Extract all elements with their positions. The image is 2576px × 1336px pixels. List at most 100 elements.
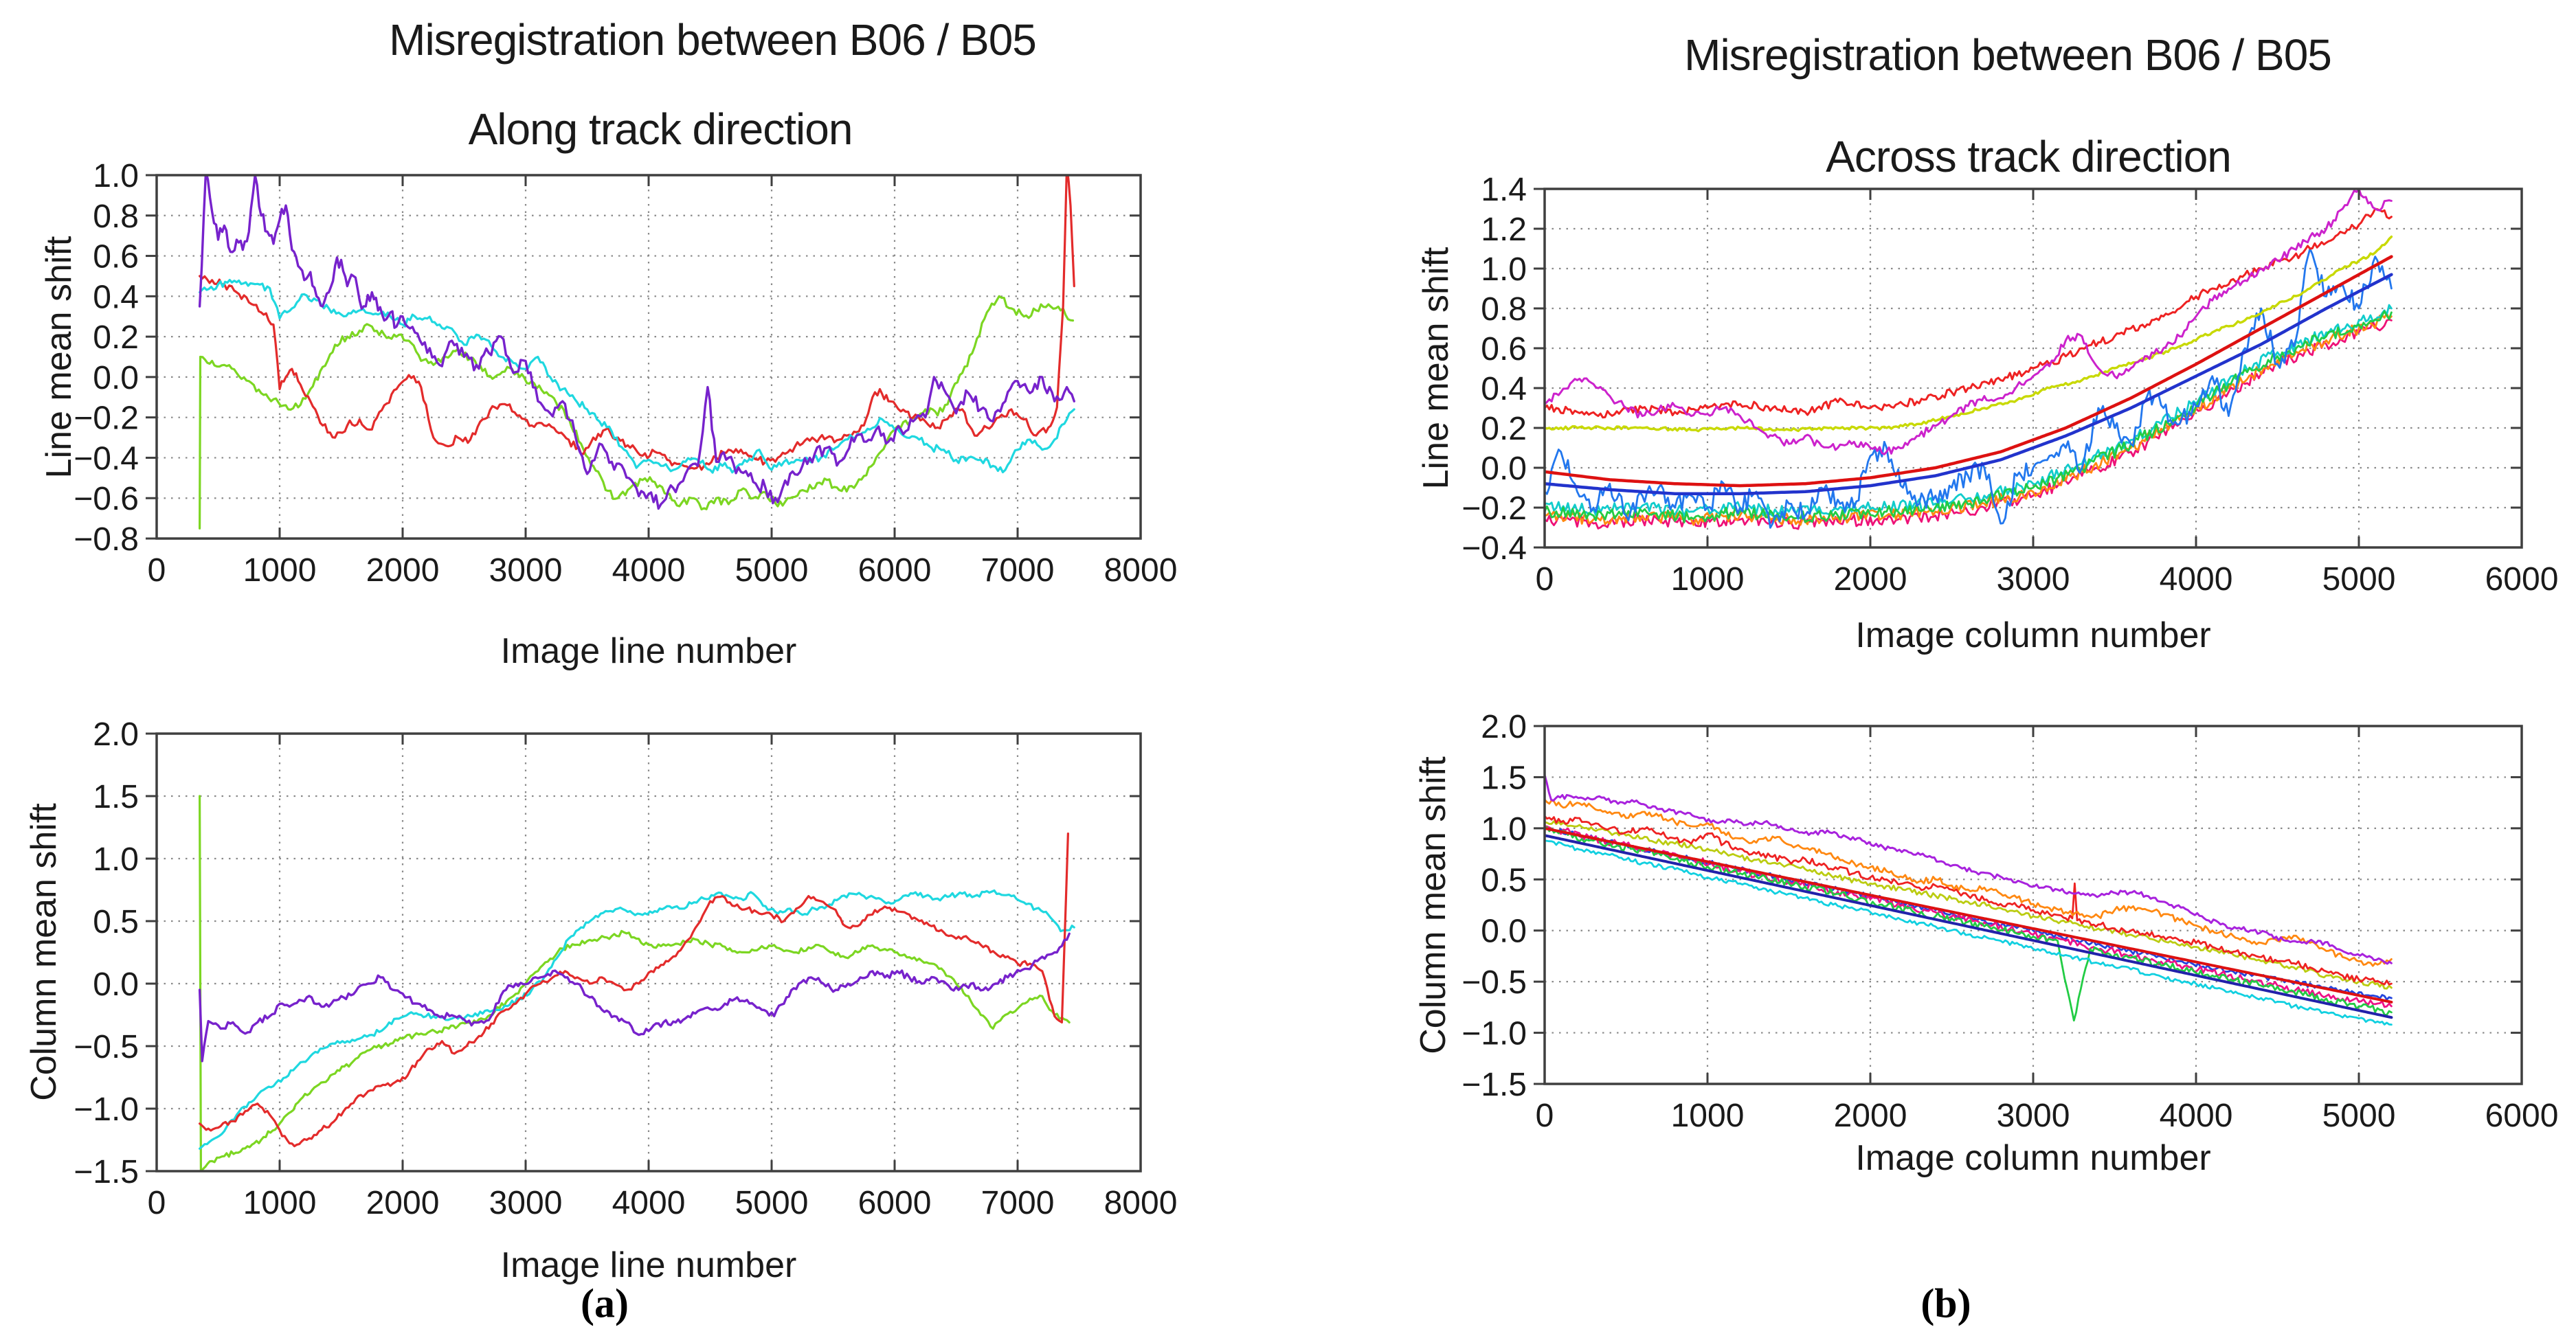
y-tick-label: 1.2	[1481, 212, 1527, 248]
a2-series-group	[198, 795, 1075, 1171]
b1-y-axis-label: Line mean shift	[1416, 247, 1456, 490]
b1-series-group	[1545, 189, 2393, 530]
y-tick-label: 1.5	[93, 779, 139, 815]
b2-series-cyan	[1545, 839, 2393, 1026]
b1-plot: 0 1000 2000 3000 4000 5000 6000 1.4 1.21.00.80.6…	[1461, 172, 2558, 598]
b2-series-violet	[1545, 774, 2393, 965]
b1-series-red	[1545, 207, 2393, 419]
b2-y-axis-label: Column mean shift	[1413, 756, 1453, 1054]
x-tick-label: 0	[1536, 561, 1554, 598]
y-tick-label: −1.0	[74, 1091, 139, 1128]
y-tick-label: 0.2	[1481, 411, 1527, 447]
y-tick-label: 0.8	[1481, 291, 1527, 328]
x-tick-label: 2000	[1834, 561, 1907, 598]
b1-series-yellow-green	[1545, 235, 2393, 433]
x-tick-label: 4000	[612, 1185, 686, 1221]
x-tick-label: 0	[148, 552, 166, 589]
x-tick-label: 1000	[1671, 1098, 1745, 1134]
b1-series-fit-red	[1545, 255, 2393, 488]
x-tick-label: 5000	[2322, 561, 2396, 598]
x-tick-label: 2000	[366, 1185, 440, 1221]
x-tick-label: 6000	[2485, 1098, 2559, 1134]
x-tick-label: 6000	[858, 552, 932, 589]
y-tick-label: 1.5	[1481, 760, 1527, 796]
panel-a-caption: (a)	[581, 1280, 629, 1326]
a1-series-group	[198, 175, 1075, 530]
y-tick-label: 0.0	[93, 966, 139, 1003]
y-tick-label: 0.8	[93, 199, 139, 235]
a2-series-cyan	[199, 889, 1075, 1150]
x-tick-label: 2000	[366, 552, 440, 589]
a2-y-axis-label: Column mean shift	[24, 803, 64, 1101]
y-tick-label: 1.4	[1481, 172, 1527, 208]
x-tick-label: 3000	[489, 552, 563, 589]
a2-series-violet	[198, 932, 1071, 1063]
y-tick-label: −0.5	[74, 1029, 139, 1065]
b1-x-axis-label: Image column number	[1855, 615, 2211, 655]
a2-x-axis-label: Image line number	[500, 1245, 797, 1285]
x-tick-label: 5000	[2322, 1098, 2396, 1134]
x-tick-label: 6000	[2485, 561, 2559, 598]
a1-series-red	[199, 175, 1075, 471]
b1-series-magenta	[1545, 189, 2393, 455]
b1-series-blue	[1545, 247, 2393, 529]
y-tick-label: 1.0	[93, 158, 139, 194]
b2-x-axis-label: Image column number	[1855, 1138, 2211, 1178]
y-tick-label: 0.4	[93, 279, 139, 315]
y-tick-label: 0.5	[1481, 862, 1527, 898]
y-tick-label: 2.0	[1481, 709, 1527, 745]
x-tick-label: 5000	[735, 552, 809, 589]
x-tick-label: 0	[1536, 1098, 1554, 1134]
panel-b-title: Misregistration between B06 / B05	[1684, 30, 2332, 80]
x-tick-label: 6000	[858, 1185, 932, 1221]
x-tick-label: 3000	[489, 1185, 563, 1221]
x-tick-label: 1000	[243, 1185, 317, 1221]
b1-series-green	[1545, 310, 2393, 523]
x-tick-label: 1000	[1671, 561, 1745, 598]
a2-plot: 0 1000 2000 3000 4000 5000 6000 7000 8000 2.0 1.5 1…	[74, 716, 1177, 1221]
y-tick-label: 0.6	[93, 239, 139, 275]
y-tick-label: 0.5	[93, 904, 139, 940]
a2-series-red	[199, 833, 1069, 1148]
b2-series-orange	[1545, 798, 2393, 967]
x-tick-label: 5000	[735, 1185, 809, 1221]
b1-series-pink	[1545, 318, 2393, 530]
b2-series-red	[1545, 815, 2393, 986]
x-tick-label: 7000	[981, 1185, 1055, 1221]
b2-series-group	[1545, 774, 2393, 1026]
y-tick-label: 0.0	[1481, 914, 1527, 950]
y-tick-label: 2.0	[93, 716, 139, 753]
y-tick-label: −0.2	[74, 400, 139, 437]
y-tick-label: −0.5	[1461, 964, 1527, 1001]
x-tick-label: 3000	[1997, 1098, 2070, 1134]
panel-b-caption: (b)	[1920, 1280, 1971, 1326]
y-tick-label: −0.2	[1461, 490, 1527, 527]
y-tick-label: 0.6	[1481, 331, 1527, 367]
x-tick-label: 0	[148, 1185, 166, 1221]
y-tick-label: 1.0	[1481, 251, 1527, 288]
x-tick-label: 4000	[2160, 561, 2233, 598]
x-tick-label: 4000	[612, 552, 686, 589]
x-tick-label: 8000	[1104, 552, 1178, 589]
y-tick-label: 0.0	[1481, 451, 1527, 487]
b2-series-fit-blue	[1545, 834, 2393, 1019]
a1-y-axis-label: Line mean shift	[39, 236, 79, 479]
y-tick-label: 1.0	[93, 841, 139, 878]
y-tick-label: −0.4	[74, 440, 139, 477]
x-tick-label: 7000	[981, 552, 1055, 589]
y-tick-label: −1.5	[74, 1154, 139, 1190]
panel-b-subtitle: Across track direction	[1826, 132, 2232, 181]
x-tick-label: 4000	[2160, 1098, 2233, 1134]
b2-plot: 0 1000 2000 3000 4000 5000 6000 2.0 1.5 1.0 0.5 0.0…	[1461, 709, 2558, 1134]
y-tick-label: −1.5	[1461, 1067, 1527, 1103]
y-tick-label: −0.4	[1461, 530, 1527, 567]
a1-plot: 0 1000 2000 3000 4000 5000 6000 7000 8000 1.0 0.8 0…	[74, 158, 1177, 589]
y-tick-label: −0.6	[74, 481, 139, 517]
b2-series-fit-red	[1545, 826, 2393, 1004]
a2-series-green	[199, 795, 1071, 1171]
y-tick-label: 0.0	[93, 360, 139, 396]
b2-series-green	[1545, 826, 2393, 1022]
y-tick-label: 0.4	[1481, 371, 1527, 407]
